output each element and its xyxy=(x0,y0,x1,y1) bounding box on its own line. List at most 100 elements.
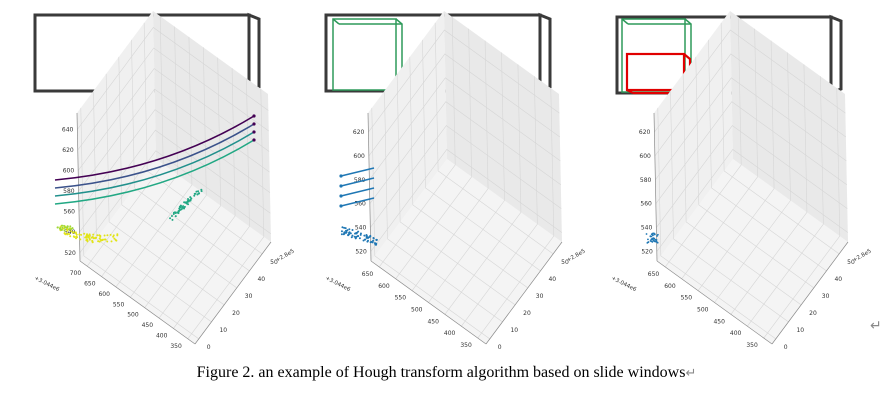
grid-line xyxy=(105,73,110,222)
z-tick-label: 560 xyxy=(64,209,76,216)
grid-line xyxy=(174,26,178,175)
data-point xyxy=(196,193,199,196)
grid-line xyxy=(656,149,848,252)
y-tick-label: 550 xyxy=(681,295,693,302)
x-tick-label: 10 xyxy=(219,327,227,334)
grid-line xyxy=(695,56,700,205)
x-tick-label: 0 xyxy=(207,344,211,351)
grid-line xyxy=(517,64,522,213)
data-point xyxy=(70,230,73,233)
grid-line xyxy=(409,56,414,205)
y-tick-label: 350 xyxy=(460,342,472,349)
data-point xyxy=(354,237,357,240)
y-axis-line xyxy=(370,260,487,345)
y-tick-label: 350 xyxy=(746,342,758,349)
grid-line xyxy=(451,16,456,165)
grid-line xyxy=(395,176,472,279)
data-point xyxy=(56,226,59,229)
grid-line xyxy=(115,184,193,288)
grid-line xyxy=(130,195,207,298)
data-point xyxy=(116,234,119,237)
figure-caption: Figure 2. an example of Hough transform … xyxy=(0,364,893,382)
data-point xyxy=(345,230,348,233)
z-tick-label: 580 xyxy=(354,177,366,184)
grid-line xyxy=(187,236,265,339)
grid-line xyxy=(737,16,742,165)
data-point xyxy=(351,229,354,232)
grid-line xyxy=(754,28,758,177)
data-point xyxy=(80,233,83,236)
data-point xyxy=(178,205,181,208)
z-tick-label: 520 xyxy=(641,248,653,255)
grid-line xyxy=(159,16,164,165)
y-tick-label: 500 xyxy=(411,307,423,314)
data-point xyxy=(650,235,653,238)
data-point xyxy=(88,238,91,241)
data-point xyxy=(112,235,115,238)
grid-line xyxy=(422,39,426,188)
data-point xyxy=(61,224,64,227)
track-line xyxy=(340,167,375,177)
data-point xyxy=(173,211,176,214)
data-point xyxy=(184,201,187,204)
y-tick-label: 600 xyxy=(98,291,110,298)
data-point xyxy=(645,233,648,235)
z-tick-label: 620 xyxy=(62,147,74,154)
grid-line xyxy=(93,90,97,239)
x-tick-label: 20 xyxy=(232,310,240,317)
grid-line xyxy=(461,224,538,327)
data-point xyxy=(189,196,192,199)
grid-line xyxy=(86,164,164,267)
y-tick-label: 400 xyxy=(730,330,742,337)
y-tick-label: 650 xyxy=(84,281,96,288)
data-point xyxy=(88,233,91,236)
data-point xyxy=(63,232,66,235)
track-end-point xyxy=(339,184,343,188)
data-point xyxy=(651,232,654,235)
data-point xyxy=(75,232,78,235)
grid-line xyxy=(654,29,846,133)
x-offset-label: +2.8e5 xyxy=(852,248,873,264)
data-point xyxy=(652,234,654,236)
track-end-point xyxy=(339,194,343,198)
data-point xyxy=(103,234,106,237)
x-tick-label: 40 xyxy=(257,276,265,283)
data-point xyxy=(102,238,105,241)
grid-line xyxy=(477,235,555,339)
y-offset-label: +3.044e6 xyxy=(610,275,637,293)
x-tick-label: 50 xyxy=(270,259,278,266)
data-point xyxy=(346,229,349,232)
grid-line xyxy=(77,27,269,130)
data-point xyxy=(193,194,196,197)
data-point xyxy=(86,240,89,243)
grid-line xyxy=(188,36,193,185)
track-line xyxy=(340,187,375,197)
z-tick-label: 540 xyxy=(355,225,367,232)
data-point xyxy=(83,232,86,235)
data-point xyxy=(78,233,81,236)
floor-pane xyxy=(80,159,271,344)
y-tick-label: 600 xyxy=(378,283,390,290)
data-point xyxy=(114,238,117,241)
data-point xyxy=(348,233,351,236)
data-point xyxy=(651,241,654,243)
grid-line xyxy=(146,170,263,255)
data-point xyxy=(365,236,368,239)
grid-line xyxy=(370,125,562,228)
x-tick-label: 50 xyxy=(847,259,855,266)
data-point xyxy=(348,231,351,234)
track-end-point xyxy=(252,138,256,142)
z-tick-label: 520 xyxy=(64,250,76,257)
track-line xyxy=(54,139,255,205)
data-point xyxy=(69,225,72,228)
grid-line xyxy=(108,221,225,306)
grid-line xyxy=(131,39,135,188)
z-tick-label: 620 xyxy=(639,129,651,136)
grid-line xyxy=(217,57,221,206)
track-end-point xyxy=(339,204,343,208)
grid-line xyxy=(655,101,848,204)
data-point xyxy=(374,243,377,246)
grid-line xyxy=(787,52,791,201)
data-point xyxy=(87,236,90,239)
